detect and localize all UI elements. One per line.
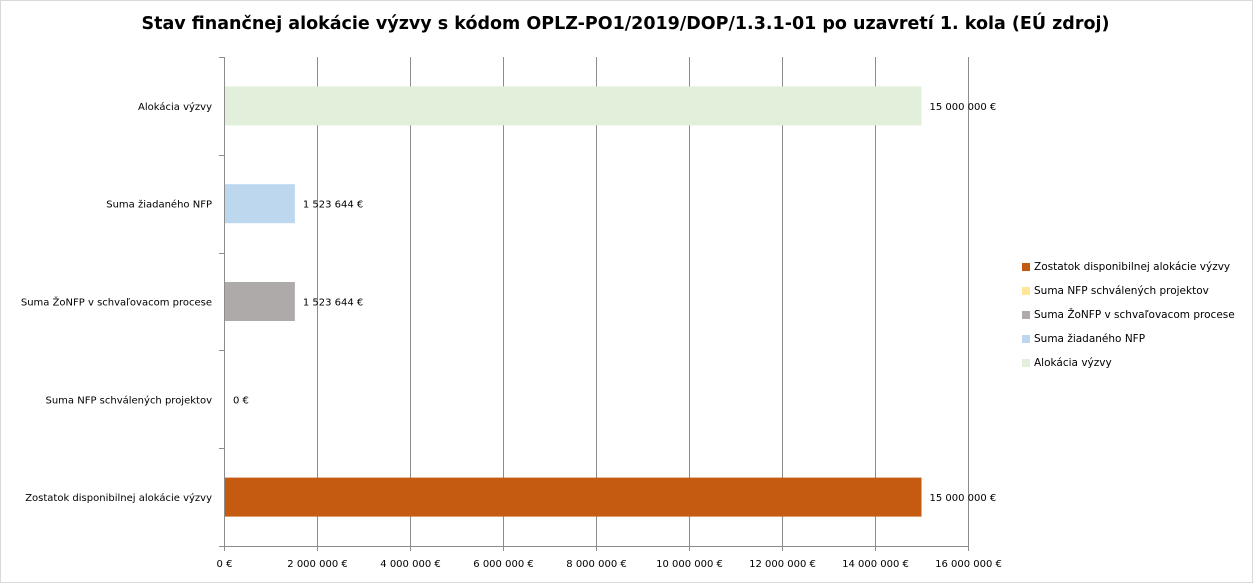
legend-item: Alokácia výzvy	[1022, 351, 1235, 375]
legend-item: Suma NFP schválených projektov	[1022, 279, 1235, 303]
data-labels: 15 000 000 € 1 523 644 € 1 523 644 € 0 € 15 …	[233, 102, 996, 504]
gridlines	[317, 57, 969, 546]
y-category-label: Zostatok disponibilnej alokácie výzvy	[25, 492, 212, 504]
bars	[225, 86, 922, 517]
bar-data-label: 1 523 644 €	[303, 200, 363, 211]
bar-data-label: 15 000 000 €	[930, 493, 997, 504]
chart-title: Stav finančnej alokácie výzvy s kódom OP…	[141, 14, 1110, 34]
chart-legend: Zostatok disponibilnej alokácie výzvy Sum…	[1022, 255, 1235, 375]
legend-item: Zostatok disponibilnej alokácie výzvy	[1022, 255, 1235, 279]
x-tick-label: 2 000 000 €	[287, 559, 347, 570]
x-tick-label: 10 000 000 €	[656, 559, 723, 570]
y-category-label: Suma ŽoNFP v schvaľovacom procese	[21, 296, 212, 309]
x-tick-label: 8 000 000 €	[566, 559, 626, 570]
bar	[225, 86, 922, 126]
bar	[225, 184, 295, 224]
legend-swatch	[1022, 311, 1030, 319]
legend-swatch	[1022, 263, 1030, 271]
x-tick-label: 14 000 000 €	[842, 559, 909, 570]
x-tick-label: 0 €	[217, 559, 233, 570]
x-tick-label: 12 000 000 €	[749, 559, 816, 570]
y-category-label: Alokácia výzvy	[138, 101, 212, 113]
axes: 0 € 2 000 000 € 4 000 000 € 6 000 000 € 8 00…	[21, 57, 1002, 570]
x-tick-label: 16 000 000 €	[935, 559, 1002, 570]
bar	[225, 282, 295, 321]
legend-swatch	[1022, 335, 1030, 343]
bar-data-label: 0 €	[233, 395, 249, 406]
legend-item: Suma žiadaného NFP	[1022, 327, 1235, 351]
x-tick-label: 4 000 000 €	[380, 559, 440, 570]
legend-label: Suma ŽoNFP v schvaľovacom procese	[1034, 309, 1235, 321]
bar-data-label: 1 523 644 €	[303, 298, 363, 309]
legend-label: Zostatok disponibilnej alokácie výzvy	[1034, 261, 1231, 273]
x-tick-label: 6 000 000 €	[473, 559, 533, 570]
legend-label: Alokácia výzvy	[1034, 357, 1112, 369]
legend-label: Suma žiadaného NFP	[1034, 333, 1146, 345]
bar-data-label: 15 000 000 €	[930, 102, 997, 113]
legend-label: Suma NFP schválených projektov	[1034, 285, 1209, 297]
y-category-label: Suma NFP schválených projektov	[45, 394, 212, 406]
legend-swatch	[1022, 287, 1030, 295]
legend-item: Suma ŽoNFP v schvaľovacom procese	[1022, 303, 1235, 327]
y-category-label: Suma žiadaného NFP	[106, 199, 212, 211]
legend-swatch	[1022, 359, 1030, 367]
bar	[225, 477, 922, 517]
